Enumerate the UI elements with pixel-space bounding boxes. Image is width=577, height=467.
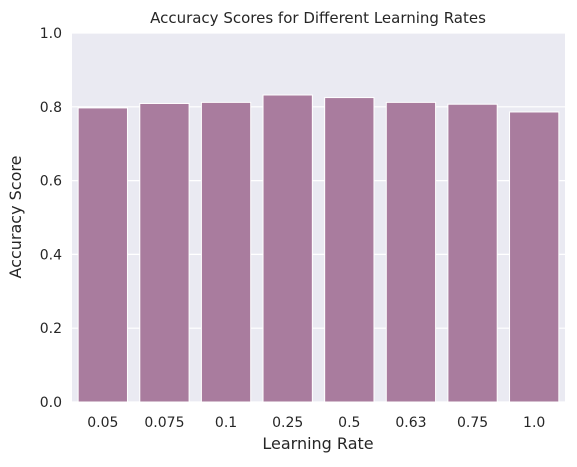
- x-tick-label: 0.075: [144, 415, 184, 431]
- bar-0.1: [200, 101, 252, 403]
- x-tick-label: 0.05: [87, 415, 118, 431]
- y-tick-label: 0.8: [40, 100, 62, 116]
- bar-0.075: [139, 102, 190, 403]
- y-axis-ticks: 0.0 0.2 0.4 0.6 0.8 1.0: [40, 26, 62, 411]
- y-axis-label: Accuracy Score: [6, 156, 25, 279]
- y-tick-label: 0.4: [40, 247, 62, 263]
- chart-title: Accuracy Scores for Different Learning R…: [150, 9, 486, 27]
- bar-1.0: [509, 111, 560, 403]
- y-tick-label: 0.2: [40, 321, 62, 337]
- x-tick-label: 0.1: [215, 415, 237, 431]
- bar-0.75: [447, 103, 498, 403]
- y-tick-label: 1.0: [40, 26, 62, 42]
- bar-0.25: [262, 94, 313, 403]
- x-tick-label: 0.25: [272, 415, 303, 431]
- x-tick-label: 0.63: [395, 415, 426, 431]
- y-tick-label: 0.0: [40, 395, 62, 411]
- bar-0.05: [77, 107, 128, 403]
- x-axis-ticks: 0.05 0.075 0.1 0.25 0.5 0.63 0.75 1.0: [87, 415, 545, 431]
- bar-0.5: [324, 97, 375, 403]
- x-tick-label: 0.75: [457, 415, 488, 431]
- bar-0.63: [385, 101, 437, 403]
- x-axis-label: Learning Rate: [262, 434, 373, 453]
- x-tick-label: 1.0: [523, 415, 545, 431]
- x-tick-label: 0.5: [338, 415, 360, 431]
- bars: [77, 94, 560, 403]
- y-tick-label: 0.6: [40, 174, 62, 190]
